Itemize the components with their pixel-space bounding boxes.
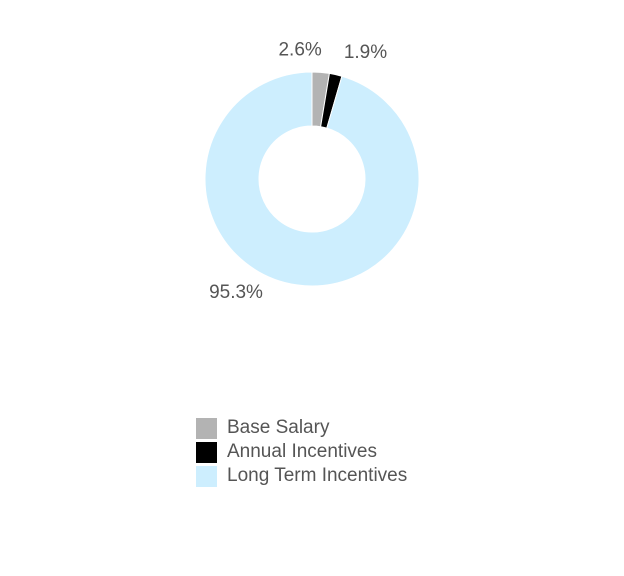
slice-long-term-incentives — [204, 71, 420, 287]
slice-label-long-term-incentives: 95.3% — [209, 282, 263, 303]
legend-label: Base Salary — [227, 417, 330, 438]
legend-swatch-base-salary — [196, 417, 217, 439]
legend-item-long-term-incentives: Long Term Incentives — [196, 464, 407, 488]
slice-label-annual-incentives: 1.9% — [344, 42, 387, 63]
slice-label-base-salary: 2.6% — [278, 39, 321, 60]
legend-item-base-salary: Base Salary — [196, 416, 407, 440]
legend-label: Annual Incentives — [227, 441, 377, 462]
legend-label: Long Term Incentives — [227, 465, 408, 486]
legend: Base Salary Annual Incentives Long Term … — [196, 416, 407, 488]
legend-swatch-long-term-incentives — [196, 465, 217, 487]
legend-swatch-annual-incentives — [196, 441, 217, 463]
legend-item-annual-incentives: Annual Incentives — [196, 440, 407, 464]
